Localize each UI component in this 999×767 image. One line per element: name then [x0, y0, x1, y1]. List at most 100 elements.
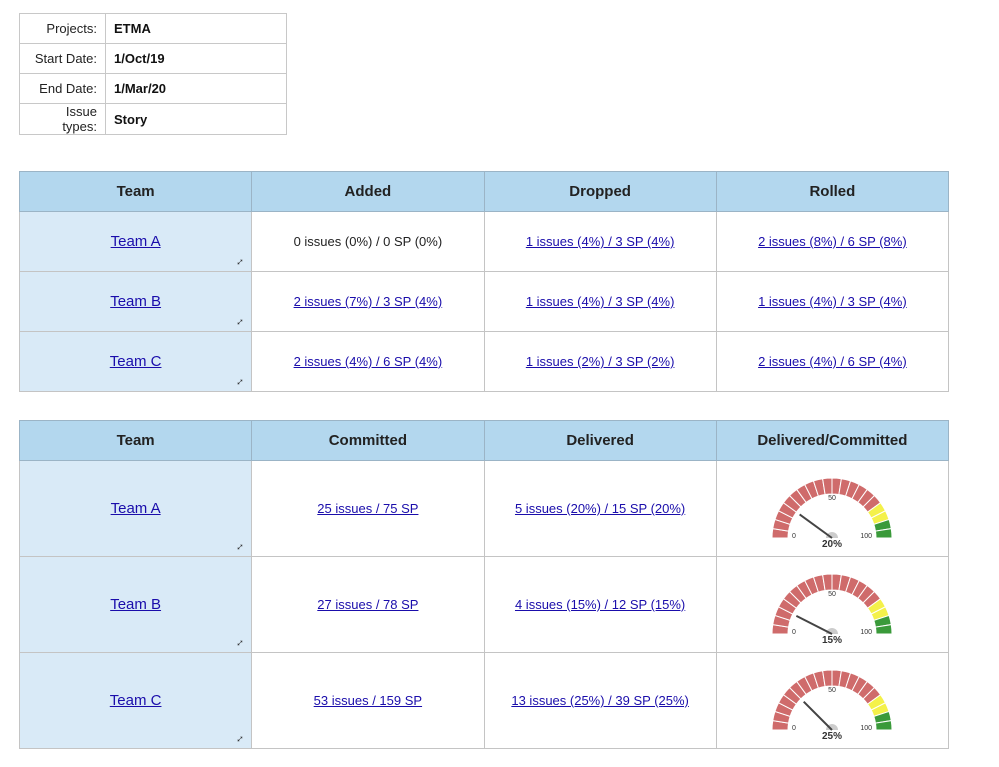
gauge-hub [826, 723, 839, 730]
gauge-cell: 0 50 100 20% [715, 460, 950, 557]
table-row: Team B ↔ 2 issues (7%) / 3 SP (4%) 1 issues… [18, 271, 950, 332]
gauge-cell: 0 50 100 15% [715, 556, 950, 653]
added-link[interactable]: 2 issues (4%) / 6 SP (4%) [293, 354, 443, 369]
progress-gauge: 0 50 100 25% [771, 668, 893, 740]
team-link[interactable]: Team C [109, 353, 162, 370]
table-row: Team B ↔ 27 issues / 78 SP 4 issues (15%) … [18, 556, 950, 653]
gauge-value-label: 25% [822, 731, 842, 740]
summary-row: Issue types: Story [19, 103, 287, 135]
summary-row: Start Date: 1/Oct/19 [19, 43, 287, 74]
header-team: Team [18, 420, 253, 461]
team-cell: Team B ↔ [18, 556, 253, 653]
team-cell: Team B ↔ [18, 271, 253, 332]
expand-arrows-icon[interactable]: ↔ [231, 634, 248, 651]
header-delivered-committed: Delivered/Committed [715, 420, 950, 461]
expand-arrows-icon[interactable]: ↔ [231, 253, 248, 270]
gauge-min-label: 0 [792, 725, 796, 732]
gauge-min-label: 0 [792, 533, 796, 540]
table-row: Team C ↔ 2 issues (4%) / 6 SP (4%) 1 issues… [18, 331, 950, 392]
committed-cell: 27 issues / 78 SP [251, 556, 485, 653]
summary-label: Issue types: [19, 103, 106, 135]
added-cell: 2 issues (7%) / 3 SP (4%) [251, 271, 485, 332]
rolled-cell: 1 issues (4%) / 3 SP (4%) [715, 271, 950, 332]
gauge-needle [796, 614, 833, 635]
added-cell: 0 issues (0%) / 0 SP (0%) [251, 211, 485, 272]
committed-link[interactable]: 27 issues / 78 SP [317, 597, 419, 612]
team-cell: Team C ↔ [18, 652, 253, 749]
dropped-cell: 1 issues (4%) / 3 SP (4%) [483, 211, 717, 272]
header-added: Added [251, 171, 485, 212]
gauge-segment [875, 719, 893, 730]
team-link[interactable]: Team C [109, 692, 162, 709]
progress-gauge: 0 50 100 15% [771, 572, 893, 644]
gauge-max-label: 100 [861, 629, 873, 636]
summary-label: Start Date: [19, 43, 106, 74]
added-text: 0 issues (0%) / 0 SP (0%) [293, 234, 443, 249]
delivered-link[interactable]: 13 issues (25%) / 39 SP (25%) [511, 693, 689, 708]
dropped-link[interactable]: 1 issues (4%) / 3 SP (4%) [525, 234, 675, 249]
header-committed: Committed [251, 420, 485, 461]
expand-arrows-icon[interactable]: ↔ [231, 373, 248, 390]
scope-change-table: Team Added Dropped Rolled Team A ↔ 0 issue… [18, 171, 950, 392]
committed-link[interactable]: 25 issues / 75 SP [317, 501, 419, 516]
gauge-max-label: 100 [861, 725, 873, 732]
gauge-needle [803, 700, 834, 731]
report-summary-table: Projects: ETMA Start Date: 1/Oct/19 End Date… [19, 13, 287, 135]
gauge-max-label: 100 [861, 533, 873, 540]
summary-value: ETMA [105, 13, 287, 44]
delivered-link[interactable]: 4 issues (15%) / 12 SP (15%) [514, 597, 686, 612]
gauge-segment [875, 527, 893, 538]
team-link[interactable]: Team A [110, 500, 161, 517]
committed-cell: 53 issues / 159 SP [251, 652, 485, 749]
rolled-link[interactable]: 2 issues (4%) / 6 SP (4%) [758, 354, 907, 369]
rolled-link[interactable]: 2 issues (8%) / 6 SP (8%) [758, 234, 907, 249]
delivered-cell: 13 issues (25%) / 39 SP (25%) [483, 652, 717, 749]
added-cell: 2 issues (4%) / 6 SP (4%) [251, 331, 485, 392]
summary-value: Story [105, 103, 287, 135]
delivered-cell: 5 issues (20%) / 15 SP (20%) [483, 460, 717, 557]
dropped-link[interactable]: 1 issues (4%) / 3 SP (4%) [525, 294, 675, 309]
summary-row: Projects: ETMA [19, 13, 287, 44]
header-dropped: Dropped [483, 171, 717, 212]
committed-cell: 25 issues / 75 SP [251, 460, 485, 557]
delivery-table: Team Committed Delivered Delivered/Commi… [18, 420, 950, 749]
dropped-link[interactable]: 1 issues (2%) / 3 SP (2%) [525, 354, 675, 369]
gauge-cell: 0 50 100 25% [715, 652, 950, 749]
team-link[interactable]: Team A [110, 233, 161, 250]
header-delivered: Delivered [483, 420, 717, 461]
summary-value: 1/Mar/20 [105, 73, 287, 104]
dropped-cell: 1 issues (4%) / 3 SP (4%) [483, 271, 717, 332]
summary-label: End Date: [19, 73, 106, 104]
dropped-cell: 1 issues (2%) / 3 SP (2%) [483, 331, 717, 392]
table-row: Team A ↔ 0 issues (0%) / 0 SP (0%) 1 issues… [18, 211, 950, 272]
delivered-link[interactable]: 5 issues (20%) / 15 SP (20%) [514, 501, 686, 516]
added-link[interactable]: 2 issues (7%) / 3 SP (4%) [293, 294, 443, 309]
rolled-link[interactable]: 1 issues (4%) / 3 SP (4%) [758, 294, 907, 309]
gauge-mid-label: 50 [828, 591, 836, 598]
rolled-cell: 2 issues (4%) / 6 SP (4%) [715, 331, 950, 392]
delivered-cell: 4 issues (15%) / 12 SP (15%) [483, 556, 717, 653]
summary-value: 1/Oct/19 [105, 43, 287, 74]
team-link[interactable]: Team B [110, 596, 162, 613]
committed-link[interactable]: 53 issues / 159 SP [313, 693, 423, 708]
expand-arrows-icon[interactable]: ↔ [231, 730, 248, 747]
team-cell: Team A ↔ [18, 211, 253, 272]
team-cell: Team C ↔ [18, 331, 253, 392]
gauge-mid-label: 50 [828, 687, 836, 694]
expand-arrows-icon[interactable]: ↔ [231, 313, 248, 330]
gauge-needle [799, 513, 833, 539]
table-row: Team C ↔ 53 issues / 159 SP 13 issues (25%… [18, 652, 950, 749]
team-cell: Team A ↔ [18, 460, 253, 557]
team-link[interactable]: Team B [110, 293, 162, 310]
header-team: Team [18, 171, 253, 212]
gauge-value-label: 15% [822, 635, 842, 644]
gauge-segment [875, 623, 893, 634]
summary-row: End Date: 1/Mar/20 [19, 73, 287, 104]
gauge-value-label: 20% [822, 539, 842, 548]
header-rolled: Rolled [715, 171, 950, 212]
rolled-cell: 2 issues (8%) / 6 SP (8%) [715, 211, 950, 272]
gauge-min-label: 0 [792, 629, 796, 636]
progress-gauge: 0 50 100 20% [771, 476, 893, 548]
table-row: Team A ↔ 25 issues / 75 SP 5 issues (20%) … [18, 460, 950, 557]
expand-arrows-icon[interactable]: ↔ [231, 538, 248, 555]
